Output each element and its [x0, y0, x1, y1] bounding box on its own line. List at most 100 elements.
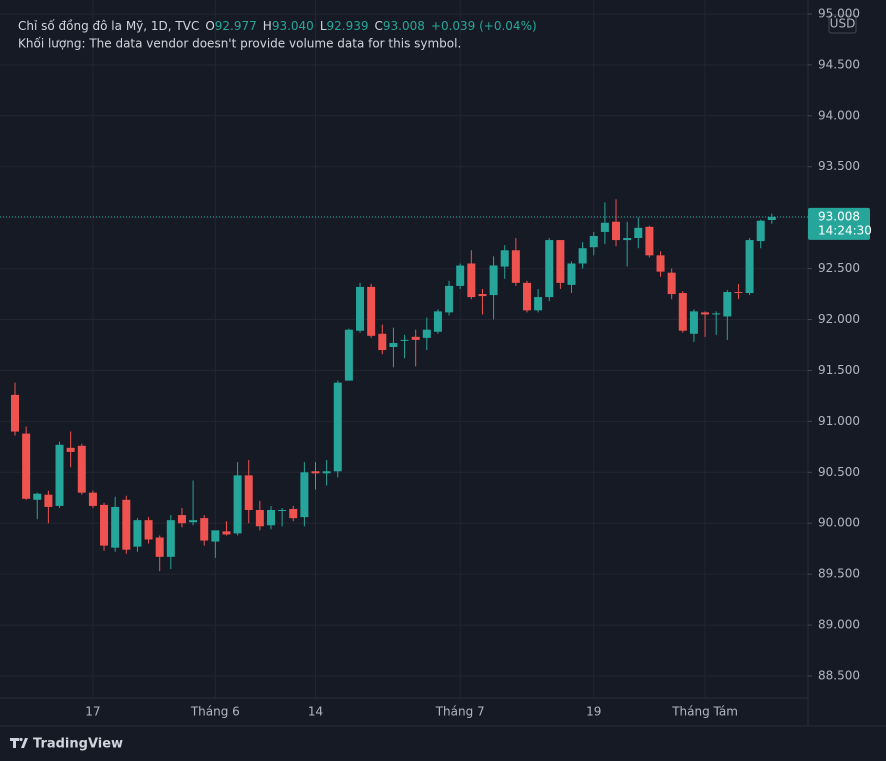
- candle-body: [645, 226, 654, 256]
- candle-body: [634, 227, 643, 239]
- y-tick-label: 94.000: [818, 108, 860, 122]
- candle-body: [55, 444, 64, 506]
- candle-body: [378, 333, 387, 351]
- ohlc-key: C: [375, 19, 383, 33]
- ohlc-value: 92.977: [215, 19, 257, 33]
- currency[interactable]: USD: [830, 17, 856, 31]
- candle-body: [22, 433, 31, 499]
- x-tick-label: Tháng 7: [435, 705, 485, 719]
- y-tick-label: 91.500: [818, 363, 860, 377]
- candle-body: [278, 509, 287, 511]
- y-tick-label: 88.500: [818, 668, 860, 682]
- logo-mark: [10, 738, 28, 748]
- ohlc-key: O: [205, 19, 214, 33]
- change: +0.039 (+0.04%): [431, 19, 537, 33]
- candle-body: [545, 240, 554, 298]
- candle-body: [467, 263, 476, 298]
- candle-body: [344, 329, 353, 381]
- candle-body: [734, 292, 743, 294]
- candle-body: [389, 342, 398, 348]
- candle-body: [745, 240, 754, 294]
- x-tick-label: 19: [586, 705, 601, 719]
- candle-body: [400, 339, 409, 341]
- ohlc-value: 93.040: [272, 19, 314, 33]
- candle-body: [489, 265, 498, 296]
- candle-body: [556, 240, 565, 283]
- candle-body: [534, 297, 543, 311]
- candle-body: [723, 292, 732, 317]
- candle-body: [311, 471, 320, 474]
- candle-body: [300, 472, 309, 518]
- candle-body: [356, 286, 365, 331]
- candle-body: [612, 221, 621, 241]
- candle-body: [422, 329, 431, 338]
- candle-body: [500, 250, 509, 267]
- x-tick-label: Tháng Tám: [671, 705, 738, 719]
- candle-body: [211, 530, 220, 542]
- y-tick-label: 95.000: [818, 6, 860, 20]
- y-tick-label: 92.500: [818, 261, 860, 275]
- x-tick-label: 14: [308, 705, 323, 719]
- plot: [11, 199, 776, 572]
- currency-box[interactable]: [828, 14, 857, 34]
- countdown: 14:24:30: [818, 223, 872, 237]
- candle-body: [456, 265, 465, 286]
- candle-body: [511, 250, 520, 283]
- candle-body: [111, 506, 120, 548]
- candle-body: [88, 492, 97, 506]
- ohlc-key: L: [320, 19, 327, 33]
- y-tick-label: 90.000: [818, 516, 860, 530]
- candle-body: [756, 220, 765, 242]
- candle-body: [567, 263, 576, 285]
- y-tick-label: 90.500: [818, 465, 860, 479]
- y-tick-label: 92.000: [818, 312, 860, 326]
- last-price-box: [808, 207, 870, 240]
- candle-body: [200, 518, 209, 541]
- candle-body: [255, 509, 264, 527]
- candle-body: [133, 520, 142, 547]
- ohlc-value: 92.939: [327, 19, 369, 33]
- ohlc-value: 93.008: [383, 19, 425, 33]
- candle-body: [33, 493, 42, 500]
- candle-body: [289, 508, 298, 519]
- candle-body: [266, 509, 275, 526]
- candle-body: [144, 520, 153, 540]
- candle-body: [767, 216, 776, 221]
- candle-body: [122, 499, 131, 550]
- y-tick-label: 94.500: [818, 57, 860, 71]
- candle-body: [222, 531, 231, 535]
- logo-dot: [19, 737, 23, 742]
- candle-body: [623, 238, 632, 241]
- candle-body: [478, 294, 487, 297]
- candle-body: [322, 471, 331, 474]
- y-tick-label: 89.000: [818, 618, 860, 632]
- candle-body: [66, 447, 75, 452]
- candle-body: [11, 394, 19, 432]
- candle-body: [77, 445, 86, 493]
- candle-body: [578, 248, 587, 264]
- grid: [0, 0, 808, 698]
- y-tick-label: 89.500: [818, 567, 860, 581]
- candle-body: [701, 312, 710, 315]
- candle-body: [100, 504, 109, 546]
- candle-body: [333, 382, 342, 472]
- candle-body: [667, 272, 676, 295]
- candle-body: [689, 311, 698, 334]
- y-tick-label: 93.500: [818, 159, 860, 173]
- brand-logo: [10, 737, 28, 748]
- candle-body: [177, 515, 186, 524]
- candle-body: [600, 222, 609, 232]
- brand: TradingView: [33, 737, 123, 752]
- candle-body: [522, 282, 531, 311]
- ohlc-key: H: [263, 19, 272, 33]
- candle-body: [678, 293, 687, 331]
- y-tick-label: 91.000: [818, 414, 860, 428]
- x-tick-label: Tháng 6: [190, 705, 240, 719]
- candle-body: [411, 336, 420, 340]
- candle-body: [44, 494, 53, 507]
- candle-body: [445, 285, 454, 313]
- candle-body: [166, 520, 175, 557]
- candle-body: [367, 286, 376, 336]
